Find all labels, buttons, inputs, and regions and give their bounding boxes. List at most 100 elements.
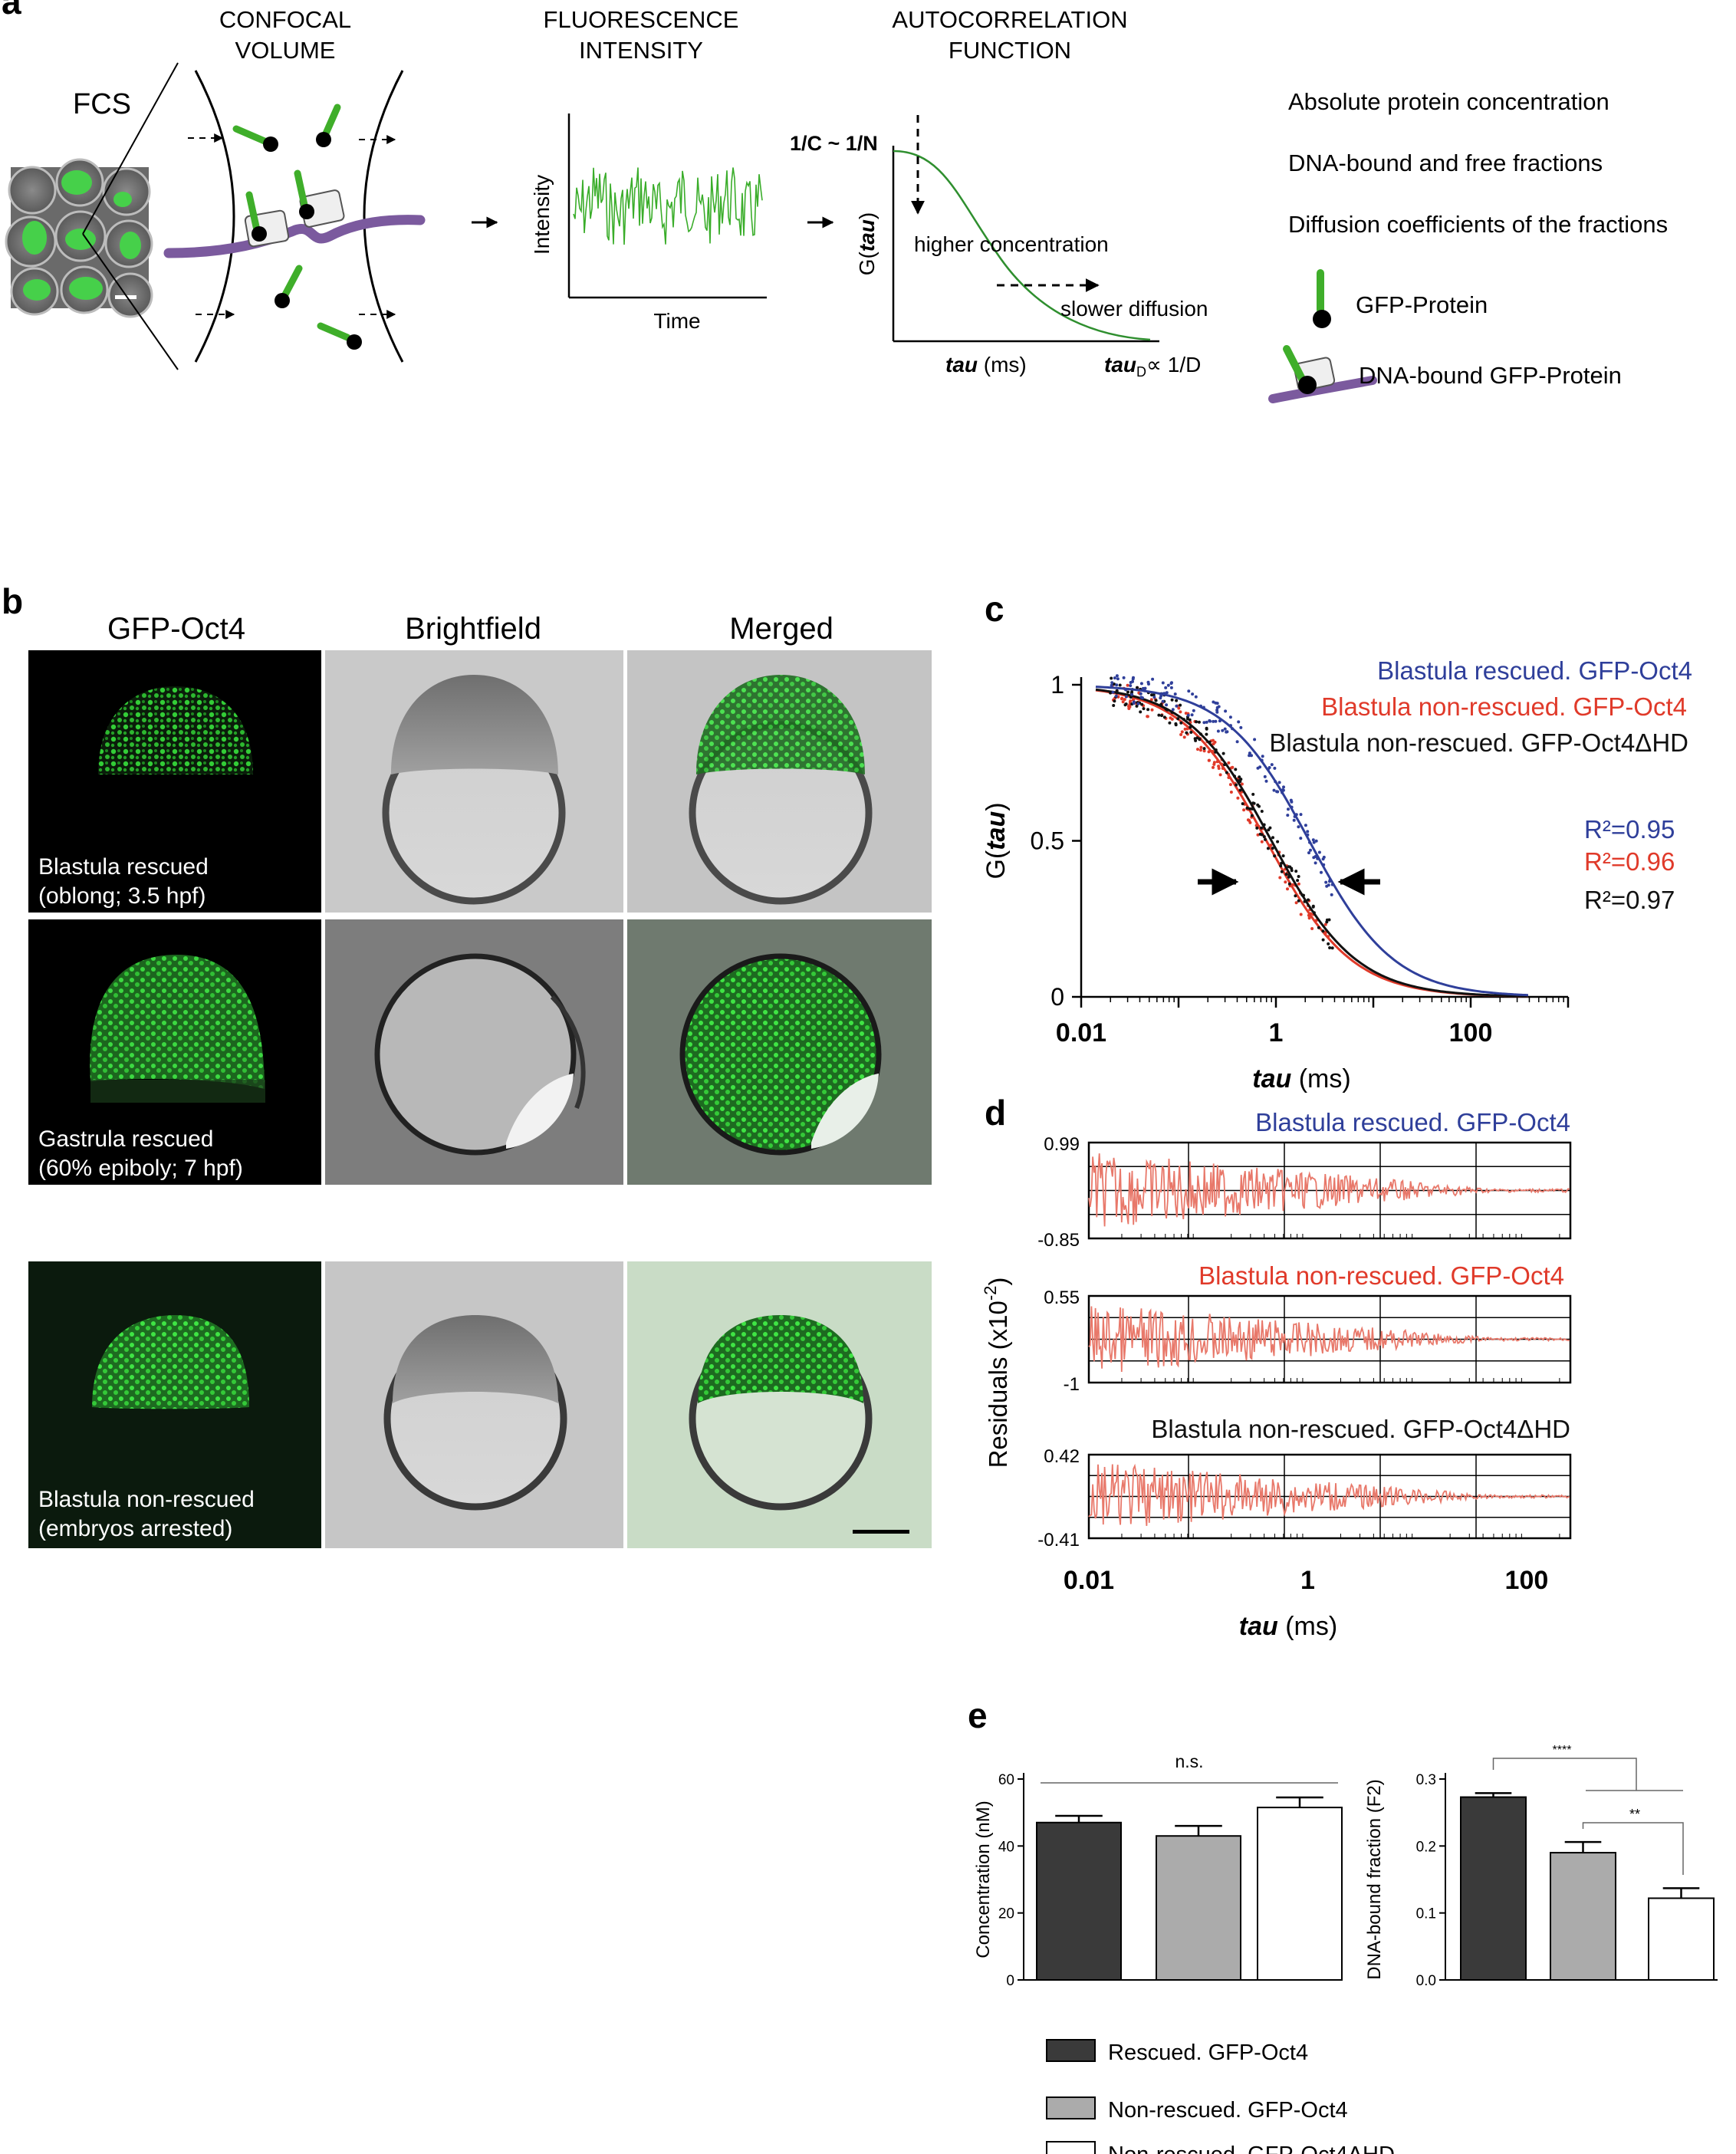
c-data-point — [1306, 830, 1310, 834]
c-data-point — [1248, 751, 1251, 755]
c-data-point — [1139, 682, 1143, 686]
c-data-point — [1228, 715, 1232, 719]
c-data-point — [1179, 733, 1183, 736]
legend-gfp-protein: GFP-Protein — [1356, 291, 1488, 318]
c-data-point — [1113, 699, 1116, 703]
c-data-point — [1286, 814, 1290, 817]
c-legend-entry: Blastula non-rescued. GFP-Oct4 — [1321, 692, 1687, 721]
c-data-point — [1114, 694, 1118, 698]
c-data-point — [1238, 775, 1241, 779]
c-data-point — [1266, 847, 1270, 850]
acf-xlabel: tau (ms) — [945, 353, 1027, 377]
c-data-point — [1115, 683, 1119, 687]
c-data-point — [1152, 696, 1156, 699]
c-data-point — [1162, 715, 1166, 719]
e-sig-label: **** — [1553, 1744, 1572, 1757]
zoom-line-bottom — [82, 233, 179, 370]
heading-confocal-2: VOLUME — [235, 37, 336, 64]
c-data-point — [1294, 901, 1298, 905]
heading-confocal-1: CONFOCAL — [219, 6, 351, 33]
c-data-point — [1198, 748, 1202, 752]
c-data-point — [1227, 761, 1231, 765]
c-data-point — [1267, 766, 1271, 769]
e-bar — [1648, 1897, 1715, 1981]
acf-ylabel: G(tau) — [855, 212, 879, 275]
e-legend-swatch — [1046, 2141, 1096, 2154]
c-data-point — [1251, 792, 1255, 796]
c-data-point — [1273, 854, 1277, 858]
e-sig-bracket — [1492, 1758, 1637, 1791]
e-ytick-label: 0.2 — [1416, 1839, 1436, 1855]
c-data-point — [1262, 823, 1266, 827]
c-data-point — [1311, 838, 1315, 842]
c-data-point — [1164, 707, 1168, 711]
acf-chart: 0 0.5 1 0.01 1 100 tau (ms) G(tau) Blastula resc… — [981, 656, 1692, 1093]
c-data-point — [1120, 697, 1123, 701]
c-data-point — [1317, 850, 1321, 854]
c-data-point — [1299, 913, 1303, 916]
c-data-point — [1239, 725, 1243, 729]
c-data-point — [1110, 683, 1113, 687]
c-data-point — [1300, 893, 1304, 897]
e-ytick-label: 20 — [998, 1906, 1014, 1922]
c-data-point — [1284, 873, 1288, 876]
c-ytick-label: 0 — [1050, 983, 1064, 1011]
e-sig-label: ** — [1629, 1807, 1640, 1822]
c-data-point — [1199, 745, 1203, 749]
c-data-point — [1182, 735, 1186, 739]
c-data-point — [1274, 780, 1277, 784]
c-data-point — [1150, 693, 1153, 697]
d-residual-trace — [1088, 1463, 1570, 1526]
c-data-point — [1215, 702, 1219, 705]
c-data-point — [1135, 704, 1139, 708]
c-data-point — [1246, 818, 1250, 822]
c-data-point — [1231, 727, 1235, 731]
c-data-point — [1129, 699, 1133, 703]
c-data-point — [1279, 864, 1283, 868]
c-data-point — [1124, 695, 1128, 699]
e-legend-label: Rescued. GFP-Oct4 — [1108, 2041, 1308, 2065]
c-data-point — [1324, 880, 1328, 884]
legend-dna-bound: DNA-bound GFP-Protein — [1359, 362, 1622, 389]
c-data-point — [1136, 686, 1139, 689]
intensity-xlabel: Time — [653, 309, 700, 333]
c-data-point — [1238, 780, 1242, 784]
c-data-point — [1159, 702, 1163, 706]
c-data-point — [1130, 692, 1134, 696]
c-data-point — [1205, 726, 1208, 730]
column-header-merged: Merged — [729, 612, 833, 646]
c-data-point — [1311, 904, 1315, 908]
c-data-point — [1254, 824, 1258, 827]
panel-letter-e: e — [968, 1695, 988, 1735]
c-xtick-label: 1 — [1269, 1018, 1284, 1047]
output-concentration: Absolute protein concentration — [1288, 88, 1609, 115]
d-ymax-label: 0.99 — [1044, 1134, 1080, 1155]
c-data-point — [1282, 785, 1285, 789]
image-row-blastula-rescued: Blastula rescued (oblong; 3.5 hpf) — [28, 650, 932, 913]
c-data-point — [1264, 837, 1267, 841]
c-data-point — [1330, 893, 1333, 896]
c-data-point — [1212, 765, 1215, 769]
c-data-point — [1297, 875, 1300, 878]
c-data-point — [1177, 706, 1181, 710]
c-xlabel: tau (ms) — [1252, 1064, 1350, 1093]
c-data-point — [1306, 833, 1310, 837]
bar-legend: Rescued. GFP-Oct4 Non-rescued. GFP-Oct4 No… — [1046, 2039, 1395, 2154]
c-data-point — [1308, 840, 1311, 844]
c-data-point — [1212, 700, 1215, 704]
c-data-point — [1187, 689, 1191, 693]
e-ytick-label: 0.3 — [1416, 1772, 1436, 1788]
c-data-point — [1291, 883, 1294, 886]
c-data-point — [1215, 760, 1219, 764]
residuals-chart: Blastula rescued. GFP-Oct4 0.99 -0.85 Blast… — [981, 1108, 1572, 1641]
c-data-point — [1112, 704, 1116, 707]
c-data-point — [1179, 710, 1182, 714]
c-data-point — [1322, 863, 1326, 867]
c-data-point — [1286, 887, 1289, 891]
c-data-point — [1330, 883, 1334, 886]
c-data-point — [1228, 783, 1232, 787]
row3-label-1: Blastula non-rescued — [38, 1487, 255, 1512]
c-data-point — [1166, 683, 1170, 687]
panel-letter-a: a — [2, 0, 21, 21]
c-data-point — [1296, 879, 1300, 883]
